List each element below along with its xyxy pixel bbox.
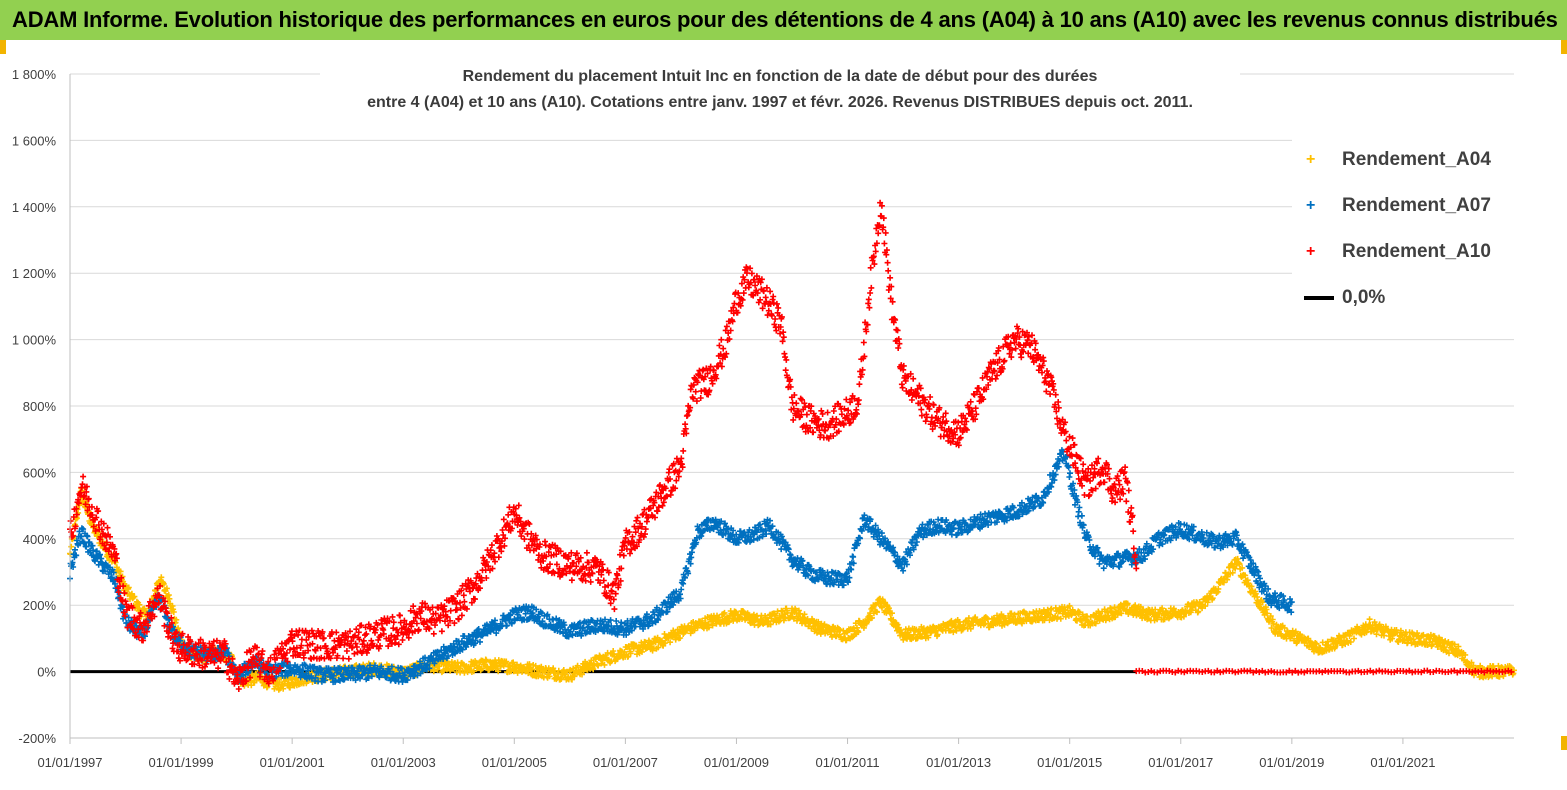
legend-label-zero: 0,0% [1342,287,1386,308]
legend-item-a04: + Rendement_A04 [1292,148,1491,172]
header-bar: ADAM Informe. Evolution historique des p… [0,0,1567,40]
x-tick-label: 01/01/2009 [704,755,769,770]
y-tick-label: 1 000% [12,333,57,348]
data-points [1133,667,1515,676]
y-tick-label: 400% [23,532,57,547]
chart-legend: + Rendement_A04 + Rendement_A07 + Rendem… [1292,138,1518,318]
x-tick-label: 01/01/2005 [482,755,547,770]
chart-title-line-1: Rendement du placement Intuit Inc en fon… [462,68,1098,85]
corner-mark-top-right [1561,40,1567,54]
y-tick-label: 800% [23,399,57,414]
x-tick-label: 01/01/2011 [815,755,879,770]
x-tick-label: 01/01/2017 [1148,755,1213,770]
legend-label-a10: Rendement_A10 [1342,241,1491,262]
x-tick-label: 01/01/2021 [1370,755,1435,770]
x-tick-label: 01/01/2013 [926,755,991,770]
y-tick-label: 1 600% [12,133,57,148]
legend-marker-a07: + [1306,197,1316,214]
y-tick-label: 1 400% [12,200,57,215]
legend-item-a10: + Rendement_A10 [1292,240,1491,264]
y-tick-label: -200% [18,731,56,746]
page-title: ADAM Informe. Evolution historique des p… [12,7,1558,32]
y-tick-label: 1 800% [12,67,57,82]
legend-label-a04: Rendement_A04 [1342,149,1491,170]
legend-marker-a04: + [1306,151,1316,168]
y-tick-label: 600% [23,465,57,480]
chart-title-line-2: entre 4 (A04) et 10 ans (A10). Cotations… [367,94,1193,111]
y-tick-label: 0% [37,665,56,680]
series-rendement_a10-zero-tail [1133,667,1515,676]
corner-mark-top-left [0,40,6,54]
legend-label-a07: Rendement_A07 [1342,195,1491,216]
y-tick-label: 200% [23,598,57,613]
x-tick-label: 01/01/2007 [593,755,658,770]
x-tick-label: 01/01/2015 [1037,755,1102,770]
legend-item-a07: + Rendement_A07 [1292,194,1491,218]
chart-title: Rendement du placement Intuit Inc en fon… [320,64,1240,116]
legend-marker-zero [1292,286,1334,310]
legend-marker-a10: + [1306,243,1316,260]
x-tick-label: 01/01/1997 [37,755,102,770]
x-tick-label: 01/01/2001 [260,755,325,770]
y-tick-label: 1 200% [12,266,57,281]
legend-item-zero: 0,0% [1292,286,1385,310]
corner-mark-bottom-right [1561,736,1567,750]
x-tick-label: 01/01/2019 [1259,755,1324,770]
x-tick-label: 01/01/2003 [371,755,436,770]
x-tick-label: 01/01/1999 [149,755,214,770]
